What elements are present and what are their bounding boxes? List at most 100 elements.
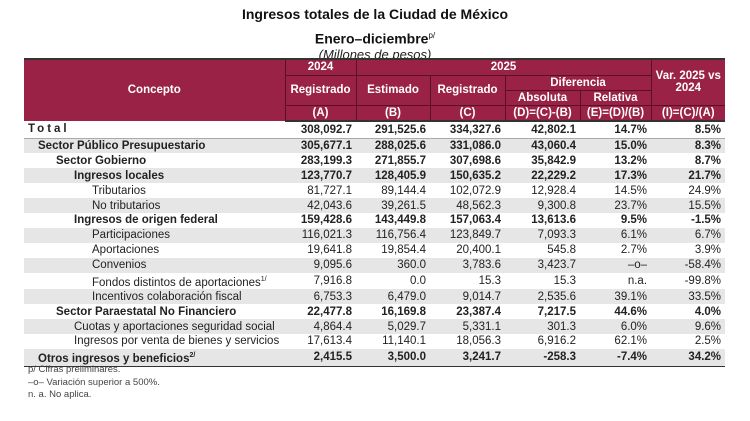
cell-d: 22,229.2	[505, 168, 580, 184]
cell-c: 9,014.7	[430, 289, 505, 305]
row-label: Convenios	[24, 257, 285, 273]
footnote-mark: 2/	[189, 351, 196, 359]
cell-i: -1.5%	[690, 214, 722, 227]
cell-b: 0.0	[410, 274, 426, 287]
row-label-text: No tributarios	[92, 199, 161, 212]
header-e: (E)=(D)/(B)	[579, 104, 652, 122]
row-label: No tributarios	[24, 198, 285, 213]
header-var: Var. 2025 vs 2024	[650, 58, 726, 105]
cell-a: 123,770.7	[285, 168, 356, 184]
table-row: Incentivos colaboración fiscal 6,753.3 6,4…	[24, 289, 726, 305]
header-b: (B)	[355, 104, 430, 122]
cell-e: 62.1%	[614, 335, 648, 348]
cell-a: 308,092.7	[285, 120, 356, 139]
footnote-mark: 1/	[260, 275, 267, 283]
cell-i: -58.4%	[651, 257, 726, 273]
cell-b: 39,261.5	[356, 198, 430, 213]
cell-i: 21.7%	[651, 168, 726, 184]
header-i: (I)=(C)/(A)	[650, 104, 726, 122]
row-label-text: Participaciones	[92, 229, 170, 242]
row-label-text: Sector Paraestatal No Financiero	[56, 305, 237, 318]
row-label: Tributarios	[24, 183, 285, 198]
cell-b: 89,144.4	[381, 184, 426, 197]
cell-c: 331,086.0	[430, 138, 505, 154]
cell-i: 3.9%	[694, 244, 722, 257]
table-title: Ingresos totales de la Ciudad de México	[241, 6, 509, 22]
row-label-text: Ingresos locales	[74, 169, 165, 182]
cell-a: 2,415.5	[285, 348, 356, 367]
header-registrado-2024: Registrado	[284, 74, 356, 105]
row-label-text: Ingresos por venta de bienes y servicios	[74, 335, 280, 348]
cell-b: 360.0	[356, 257, 430, 273]
cell-a: 9,095.6	[285, 257, 356, 273]
row-label: Incentivos colaboración fiscal	[24, 289, 285, 305]
row-label: Ingresos por venta de bienes y servicios	[24, 334, 285, 349]
cell-e: 2.7%	[620, 244, 648, 257]
cell-d: 15.3	[553, 274, 576, 287]
cell-i: 2.5%	[694, 335, 722, 348]
income-table: Concepto 2024 2025 Var. 2025 vs 2024 Reg…	[24, 58, 726, 367]
header-diferencia: Diferencia	[504, 74, 652, 90]
row-label-text: Sector Gobierno	[56, 154, 147, 167]
cell-e: 39.1%	[580, 289, 652, 305]
cell-d: 12,928.4	[531, 184, 576, 197]
header-2024: 2024	[284, 58, 356, 75]
row-label: Ingresos locales	[24, 168, 285, 184]
cell-a: 7,916.8	[313, 274, 352, 287]
cell-c: 150,635.2	[430, 168, 505, 184]
footnote: –o– Variación superior a 500%.	[28, 376, 160, 388]
footnote: p/ Cifras preliminares.	[28, 364, 121, 375]
cell-e: 17.3%	[580, 168, 652, 184]
cell-d: 545.8	[547, 244, 576, 257]
header-concepto: Concepto	[24, 58, 285, 121]
cell-a: 42,043.6	[285, 198, 356, 213]
table-row: Fondos distintos de aportaciones1/7,916.…	[24, 273, 725, 290]
cell-d: -258.3	[505, 348, 580, 367]
cell-c: 334,327.6	[430, 120, 505, 139]
header-registrado-2025: Registrado	[429, 74, 505, 105]
table-row: Ingresos locales 123,770.7 128,405.9 150,63…	[24, 168, 726, 184]
table-row: Sector Gobierno 283,199.3 271,855.7 307,698…	[24, 153, 725, 168]
cell-e: 14.5%	[614, 184, 648, 197]
cell-a: 6,753.3	[285, 289, 356, 305]
row-label: Aportaciones	[24, 243, 285, 258]
header-c: (C)	[429, 104, 505, 122]
table-row: Ingresos de origen federal 159,428.6 143,4…	[24, 213, 725, 228]
row-label-text: Otros ingresos y beneficios	[38, 352, 190, 365]
row-label-text: Convenios	[92, 259, 147, 272]
cell-e: 23.7%	[580, 198, 652, 213]
cell-i: 33.5%	[651, 289, 726, 305]
cell-b: 271,855.7	[374, 154, 426, 167]
table-row-total: Total 308,092.7 291,525.6 334,327.6 42,8…	[24, 120, 726, 139]
cell-c: 15.3	[478, 274, 501, 287]
header-d: (D)=(C)-(B)	[504, 104, 580, 122]
footnotes: p/ Cifras preliminares. –o– Variación su…	[28, 364, 160, 402]
cell-d: 301.3	[505, 319, 580, 335]
cell-a: 4,864.4	[285, 319, 356, 335]
cell-i: 6.7%	[651, 227, 726, 243]
row-label: Cuotas y aportaciones seguridad social	[24, 319, 285, 335]
row-label-text: Cuotas y aportaciones seguridad social	[74, 320, 275, 333]
header-a: (A)	[284, 104, 356, 122]
row-label-text: Incentivos colaboración fiscal	[92, 290, 242, 303]
cell-d: 42,802.1	[505, 120, 580, 139]
row-label: Otros ingresos y beneficios2/	[24, 348, 285, 367]
row-label: Sector Gobierno	[24, 153, 285, 168]
cell-b: 6,479.0	[356, 289, 430, 305]
cell-e: 13.2%	[614, 154, 648, 167]
row-label: Sector Público Presupuestario	[24, 138, 285, 154]
cell-a: 22,477.8	[307, 305, 352, 318]
cell-c: 307,698.6	[449, 154, 501, 167]
cell-d: 35,842.9	[531, 154, 576, 167]
cell-i: -99.8%	[684, 274, 722, 287]
cell-d: 7,217.5	[537, 305, 576, 318]
cell-e: 9.5%	[620, 214, 648, 227]
cell-e: 14.7%	[580, 120, 652, 139]
cell-e: n.a.	[627, 274, 648, 287]
cell-c: 3,241.7	[430, 348, 505, 367]
table-row: Sector Paraestatal No Financiero 22,477.8…	[24, 304, 725, 319]
cell-c: 20,400.1	[456, 244, 501, 257]
period-footnote-mark: p/	[428, 31, 436, 40]
cell-e: 15.0%	[580, 138, 652, 154]
cell-d: 2,535.6	[505, 289, 580, 305]
